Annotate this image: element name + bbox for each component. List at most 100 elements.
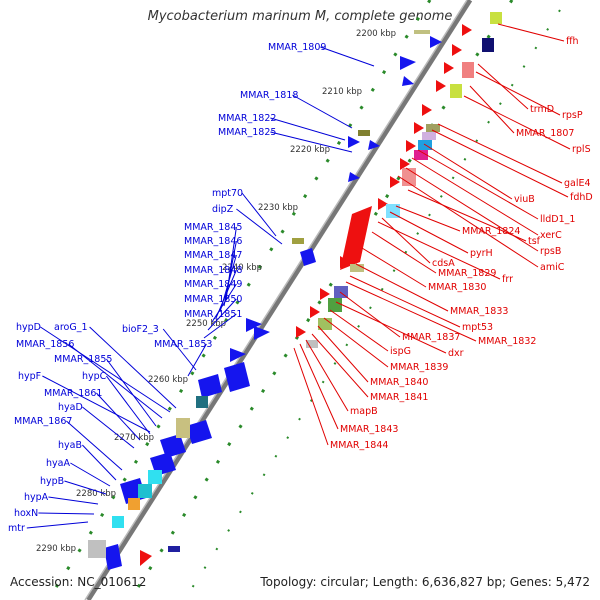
gene-arrow bbox=[430, 36, 442, 48]
left-gene-label: MMAR_1818 bbox=[240, 90, 298, 101]
leader-line bbox=[397, 175, 539, 268]
leader-line bbox=[68, 343, 163, 419]
tick-label: 2200 kbp bbox=[356, 29, 396, 39]
left-gene-label: MMAR_1853 bbox=[154, 339, 212, 350]
left-gene-label: hypC bbox=[82, 371, 107, 382]
right-gene-label: lldD1_1 bbox=[540, 214, 575, 225]
leader-line bbox=[162, 328, 197, 371]
gene-arrow bbox=[348, 172, 360, 182]
left-gene-label: MMAR_1849 bbox=[184, 279, 242, 290]
leader-line bbox=[70, 462, 111, 487]
gene-arrow bbox=[140, 550, 152, 566]
left-gene-label: hyaB bbox=[58, 440, 82, 451]
gene-arrow bbox=[406, 140, 416, 152]
leader-line bbox=[293, 347, 329, 446]
leader-line bbox=[405, 167, 539, 252]
leader-line bbox=[64, 480, 107, 495]
leader-line bbox=[203, 313, 237, 339]
left-gene-label: bioF2_3 bbox=[122, 324, 159, 335]
leader-line bbox=[38, 512, 95, 515]
leader-line bbox=[335, 301, 447, 354]
right-gene-label: mpt53 bbox=[462, 322, 493, 333]
leader-line bbox=[48, 496, 99, 505]
leader-line bbox=[106, 375, 151, 435]
right-gene-label: MMAR_1841 bbox=[370, 392, 428, 403]
gene-arrow bbox=[368, 140, 380, 150]
right-gene-label: MMAR_1840 bbox=[370, 377, 428, 388]
backbone-highlight bbox=[84, 0, 468, 600]
left-gene-label: dipZ bbox=[212, 204, 234, 215]
leader-line bbox=[477, 63, 529, 110]
gene-arrow bbox=[340, 256, 350, 268]
right-gene-label: pyrH bbox=[470, 248, 493, 259]
gene-block bbox=[340, 206, 372, 270]
right-gene-label: ffh bbox=[566, 36, 579, 47]
leader-line bbox=[42, 375, 151, 433]
right-gene-label: rpsP bbox=[562, 110, 583, 121]
gene-block bbox=[160, 434, 186, 458]
left-gene-label: MMAR_1825 bbox=[218, 127, 276, 138]
left-gene-label: hypD bbox=[16, 322, 41, 333]
leader-line bbox=[305, 339, 349, 412]
right-gene-label: MMAR_1843 bbox=[340, 424, 398, 435]
gene-arrow bbox=[348, 136, 360, 148]
leader-line bbox=[211, 283, 237, 323]
leader-line bbox=[417, 149, 539, 220]
tick-label: 2220 kbp bbox=[290, 145, 330, 155]
gene-arrow bbox=[246, 318, 262, 332]
leader-line bbox=[105, 358, 157, 427]
leader-line bbox=[311, 333, 369, 398]
right-gene-label: ispG bbox=[390, 346, 411, 357]
right-gene-label: rpsB bbox=[540, 246, 561, 257]
right-gene-label: MMAR_1830 bbox=[428, 282, 486, 293]
leader-line bbox=[349, 275, 461, 328]
left-gene-label: hoxN bbox=[14, 508, 38, 519]
leader-line bbox=[339, 291, 401, 338]
tick-labels: 2200 kbp 2210 kbp 2220 kbp 2230 kbp 2240 kbp… bbox=[36, 29, 396, 554]
leader-line bbox=[475, 71, 561, 116]
right-gene-label: rplS bbox=[572, 144, 591, 155]
gene-arrow bbox=[296, 326, 306, 338]
leader-line bbox=[89, 326, 177, 409]
leader-line bbox=[329, 309, 389, 352]
gene-block bbox=[300, 248, 316, 266]
gene-block bbox=[224, 362, 250, 392]
left-gene-label: mtr bbox=[8, 523, 25, 534]
leader-line bbox=[82, 406, 135, 449]
leader-line bbox=[236, 208, 283, 245]
right-leader-lines: ffh trmD rpsP MMAR_1807 rplS galE4 fdhD viuB lld… bbox=[293, 23, 593, 451]
gene-arrow bbox=[310, 306, 320, 318]
left-gene-label: MMAR_1822 bbox=[218, 113, 276, 124]
tick-label: 2250 kbp bbox=[186, 319, 226, 329]
gene-arrow bbox=[444, 62, 454, 74]
gene-arrow bbox=[414, 122, 424, 134]
right-gene-label: MMAR_1807 bbox=[516, 128, 574, 139]
leader-line bbox=[82, 444, 117, 481]
leader-line bbox=[355, 263, 449, 312]
gene-arrow bbox=[400, 56, 416, 70]
right-gene-label: MMAR_1844 bbox=[330, 440, 388, 451]
left-gene-label: mpt70 bbox=[212, 188, 243, 199]
gene-arrow bbox=[254, 326, 270, 340]
gene-arrow bbox=[378, 198, 388, 210]
leader-line bbox=[423, 143, 513, 200]
right-gene-label: fdhD bbox=[570, 192, 593, 203]
left-gene-label: MMAR_1848 bbox=[184, 265, 242, 276]
leader-line bbox=[497, 23, 565, 42]
outer-track-right bbox=[183, 9, 561, 600]
right-gene-label: galE4 bbox=[564, 178, 591, 189]
leader-line bbox=[292, 94, 353, 129]
leader-line bbox=[431, 129, 569, 198]
right-strand-features bbox=[140, 24, 472, 566]
leader-line bbox=[323, 317, 389, 368]
topology-text: Topology: circular; Length: 6,636,827 bp… bbox=[260, 575, 590, 589]
gene-block bbox=[198, 374, 222, 398]
gene-arrow bbox=[320, 288, 330, 300]
backbone-line bbox=[85, 0, 473, 600]
left-gene-label: hyaD bbox=[58, 402, 83, 413]
leader-line bbox=[377, 221, 501, 280]
left-gene-label: MMAR_1809 bbox=[268, 42, 326, 53]
leader-line bbox=[407, 189, 527, 242]
gene-block bbox=[104, 544, 122, 570]
